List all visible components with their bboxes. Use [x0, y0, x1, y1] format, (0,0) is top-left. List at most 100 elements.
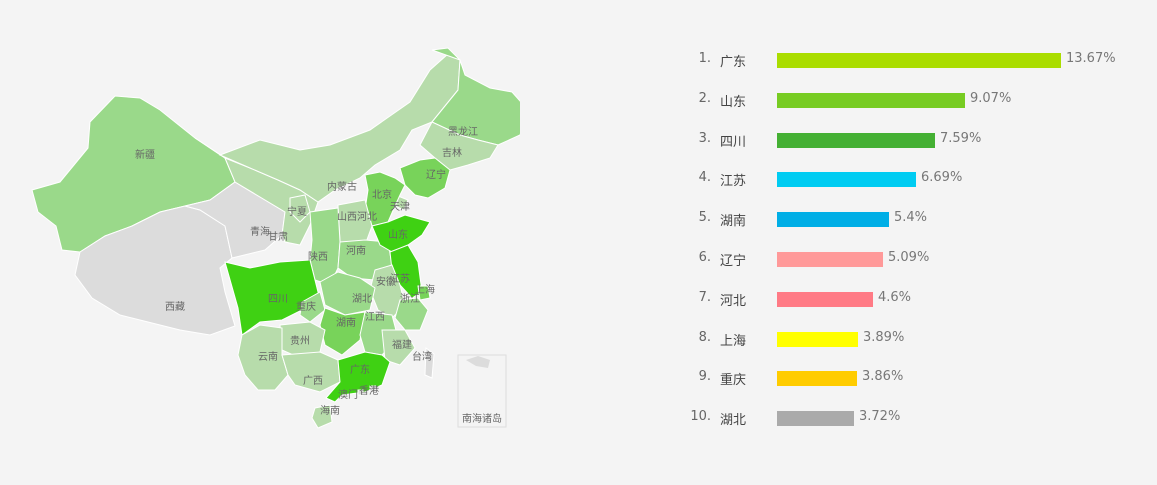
province-label: 广西 — [303, 375, 323, 387]
province-label: 江西 — [365, 311, 385, 323]
ranking-bar — [777, 371, 857, 387]
province-name: 江苏 — [720, 174, 747, 190]
ranking-bar — [777, 212, 889, 228]
value-label: 3.86% — [862, 369, 904, 385]
value-label: 3.72% — [859, 409, 901, 425]
province-label: 陕西 — [308, 250, 328, 263]
inset-frame — [457, 354, 507, 428]
province-29[interactable] — [281, 351, 341, 393]
rank-number: 10. — [690, 409, 711, 425]
province-1[interactable] — [74, 205, 236, 336]
province-label: 上海 — [415, 283, 435, 296]
rank-number: 3. — [698, 130, 711, 146]
value-label: 4.6% — [878, 289, 912, 305]
province-label: 山西 — [337, 211, 357, 223]
province-25[interactable] — [381, 329, 416, 366]
province-32[interactable] — [357, 389, 364, 396]
province-label: 天津 — [390, 201, 410, 213]
ranking-row: 4. 江苏 6.69% — [680, 169, 1140, 189]
province-label: 重庆 — [296, 300, 316, 313]
province-label: 西藏 — [165, 301, 185, 313]
province-18[interactable] — [417, 285, 431, 301]
province-6[interactable] — [431, 47, 520, 146]
rank-number: 7. — [698, 289, 711, 305]
ranking-row: 6. 辽宁 5.09% — [680, 249, 1140, 269]
ranking-row: 3. 四川 7.59% — [680, 130, 1140, 150]
province-label: 江苏 — [390, 272, 410, 285]
ranking-bar — [777, 411, 854, 427]
province-name: 辽宁 — [720, 254, 747, 269]
rank-number: 1. — [698, 51, 711, 66]
ranking-row: 9. 重庆 3.86% — [680, 368, 1140, 388]
ranking-row: 8. 上海 3.89% — [680, 329, 1140, 349]
value-label: 6.69% — [921, 170, 963, 186]
value-label: 3.89% — [863, 329, 905, 345]
inset-label: 南海诸岛 — [462, 412, 502, 425]
value-label: 5.4% — [894, 210, 928, 226]
province-label: 辽宁 — [426, 168, 446, 181]
ranking-bar — [777, 291, 873, 307]
rank-number: 8. — [698, 329, 711, 345]
value-label: 5.09% — [888, 250, 930, 265]
province-label: 河南 — [346, 244, 366, 257]
ranking-bar — [777, 331, 858, 347]
ranking-row: 2. 山东 9.07% — [680, 90, 1140, 110]
province-label: 新疆 — [135, 148, 155, 161]
province-label: 北京 — [372, 188, 392, 201]
province-label: 海南 — [320, 404, 340, 417]
province-name: 上海 — [720, 333, 747, 349]
province-label: 贵州 — [290, 334, 310, 347]
province-31[interactable] — [369, 385, 377, 393]
province-23[interactable] — [319, 307, 366, 356]
province-label: 吉林 — [442, 146, 462, 159]
province-name: 四川 — [720, 134, 747, 150]
province-33[interactable] — [311, 404, 333, 429]
rank-number: 2. — [698, 90, 711, 106]
province-label: 安徽 — [376, 275, 396, 288]
province-26[interactable] — [424, 347, 435, 379]
province-22[interactable] — [299, 291, 326, 323]
inset-landmass — [466, 356, 490, 368]
province-20[interactable] — [319, 271, 376, 316]
province-15[interactable] — [371, 214, 431, 253]
province-4[interactable] — [289, 194, 311, 223]
province-label: 宁夏 — [287, 205, 307, 218]
province-label: 青海 — [250, 225, 270, 238]
province-label: 广东 — [350, 363, 370, 376]
province-label: 河北 — [357, 211, 377, 223]
value-label: 13.67% — [1066, 51, 1116, 66]
province-ranking-chart: 1. 广东 13.67% 2. 山东 9.07% 3. 四川 7.59% 4. 江苏 6.69% 5. 湖… — [680, 40, 1140, 440]
south-china-sea-inset: 南海诸岛 — [457, 354, 507, 428]
province-label: 云南 — [258, 350, 278, 363]
ranking-bar — [777, 92, 965, 108]
province-name: 湖北 — [720, 413, 747, 429]
province-7[interactable] — [419, 121, 499, 171]
province-30[interactable] — [325, 351, 391, 403]
province-name: 广东 — [720, 55, 747, 70]
rank-number: 6. — [698, 250, 711, 265]
province-name: 湖南 — [720, 214, 747, 230]
province-name: 河北 — [720, 293, 747, 309]
province-name: 重庆 — [720, 373, 747, 389]
province-8[interactable] — [399, 157, 451, 199]
value-label: 7.59% — [940, 130, 982, 146]
china-map: 新疆 西藏 青海 甘肃 宁夏 内蒙古 黑龙江 吉林 辽宁 北京 天津 河北 山西 陕西 河南 山东 江苏 安徽 上海… — [20, 30, 520, 450]
province-label: 四川 — [268, 294, 288, 305]
province-label: 香港 — [359, 385, 379, 397]
province-label: 台湾 — [412, 350, 432, 363]
province-label: 澳门 — [338, 388, 358, 401]
province-label: 黑龙江 — [448, 125, 478, 138]
province-label: 甘肃 — [268, 230, 288, 243]
ranking-row: 10. 湖北 3.72% — [680, 408, 1140, 428]
province-label: 山东 — [388, 228, 408, 241]
ranking-bar — [777, 53, 1061, 68]
ranking-bar — [777, 172, 916, 188]
province-label: 浙江 — [400, 293, 420, 305]
province-label: 湖北 — [352, 293, 372, 305]
ranking-bar — [777, 252, 883, 267]
province-28[interactable] — [237, 324, 289, 391]
rank-number: 5. — [698, 210, 711, 226]
province-19[interactable] — [394, 297, 429, 331]
ranking-row: 5. 湖南 5.4% — [680, 209, 1140, 229]
